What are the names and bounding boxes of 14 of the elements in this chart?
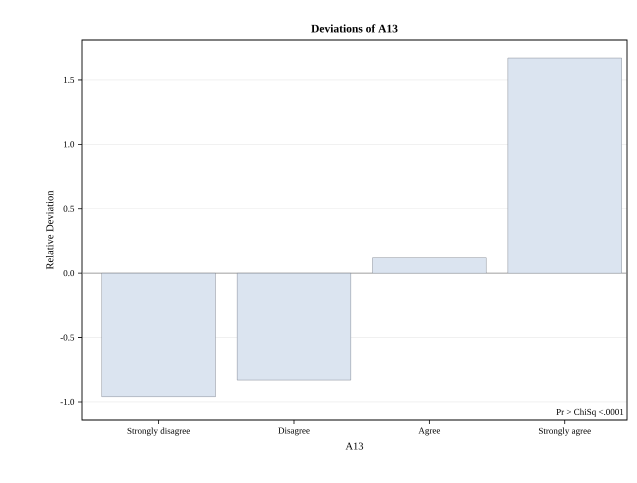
x-axis-title: A13: [346, 442, 364, 450]
y-tick-label: 0.5: [64, 206, 74, 212]
y-axis-title: Relative Deviation: [46, 190, 54, 270]
x-tick-label: Strongly disagree: [128, 428, 190, 436]
y-tick-label: 0.0: [64, 270, 74, 276]
y-tick-label: 1.0: [64, 141, 74, 148]
chart-title: Deviations of A13: [311, 24, 398, 32]
x-tick-label: Agree: [418, 428, 440, 436]
annotation: Pr > ChiSq <.0001: [556, 408, 624, 417]
y-tick-label: -0.5: [60, 334, 74, 341]
x-tick-label: Disagree: [278, 428, 310, 436]
y-tick-label: -1.0: [60, 398, 74, 406]
x-tick-label: Strongly agree: [538, 428, 591, 436]
y-tick-label: 1.5: [64, 76, 74, 83]
